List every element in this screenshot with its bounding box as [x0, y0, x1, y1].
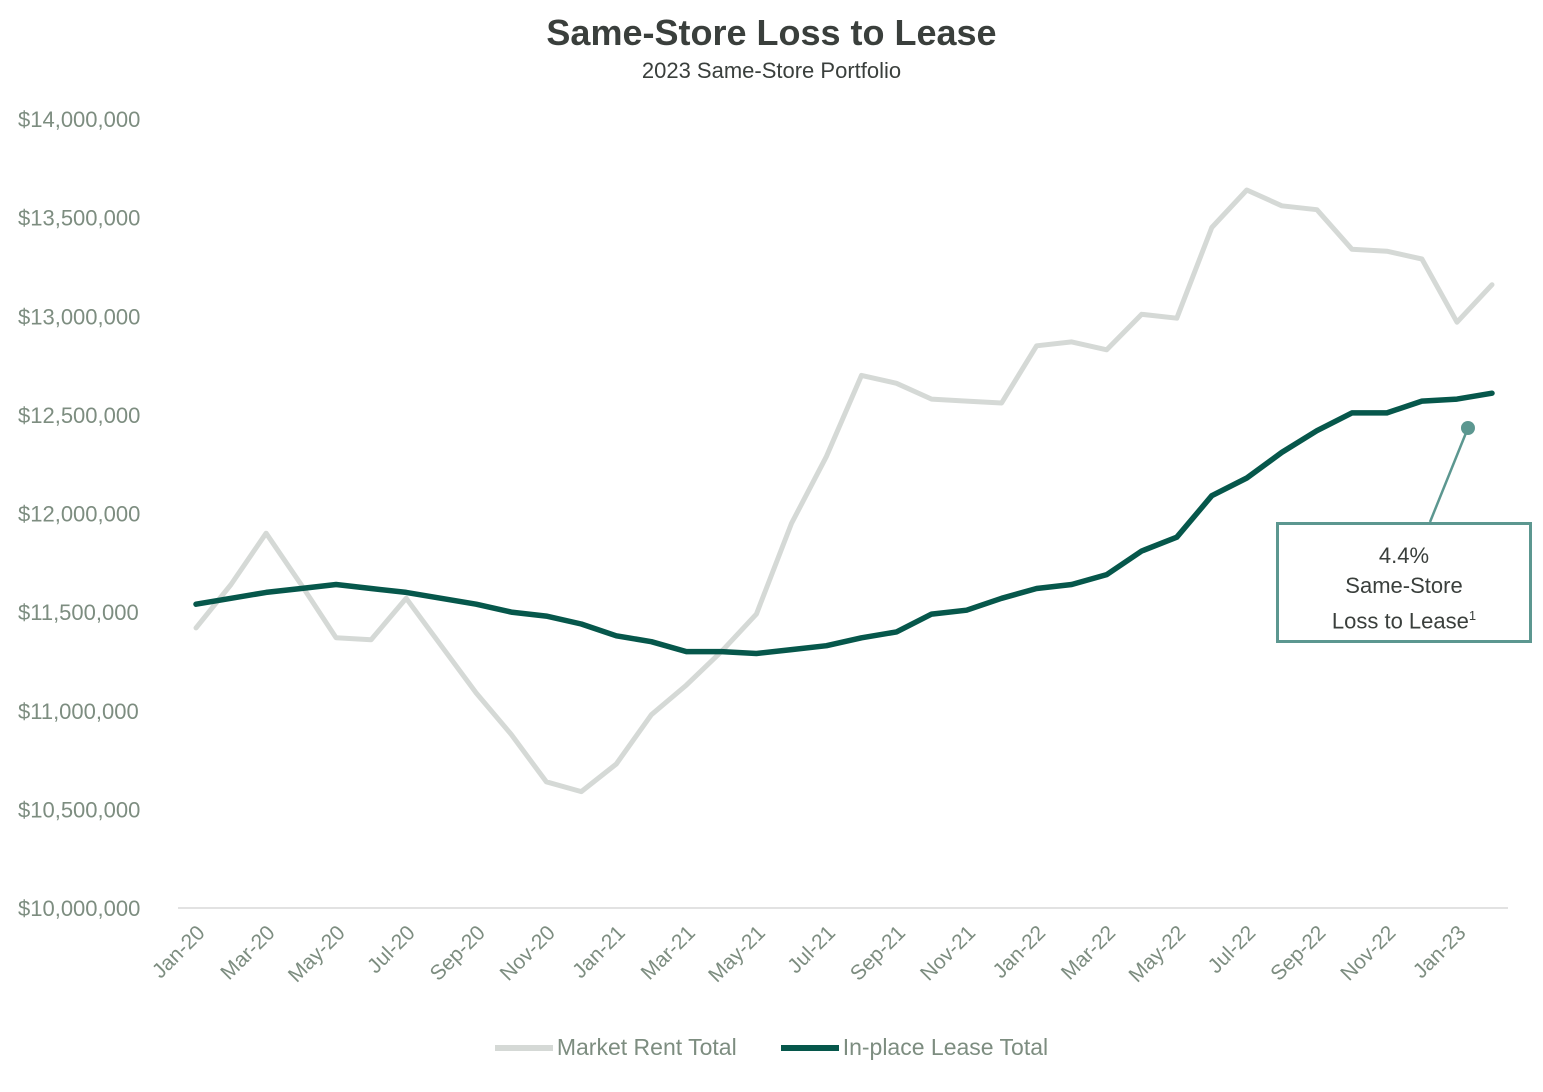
- chart-subtitle: 2023 Same-Store Portfolio: [641, 58, 902, 83]
- x-tick-label: Mar-21: [637, 921, 700, 984]
- x-tick-label: Jul-22: [1204, 921, 1261, 978]
- callout-value: 4.4%: [1378, 543, 1430, 568]
- x-tick-label: Sep-21: [846, 921, 910, 985]
- x-tick-label: Jul-21: [783, 921, 840, 978]
- x-tick-label: Sep-22: [1266, 921, 1330, 985]
- y-tick-label: $11,500,000: [18, 600, 139, 625]
- x-tick-label: Mar-20: [216, 921, 279, 984]
- loss-to-lease-callout: 4.4% Same-Store Loss to Lease1: [1276, 522, 1532, 643]
- y-tick-label: $12,500,000: [18, 403, 140, 428]
- y-tick-label: $13,000,000: [18, 304, 140, 329]
- x-tick-label: Jan-20: [148, 921, 210, 983]
- in-place-lease-line: [193, 390, 1495, 657]
- callout-marker-dot: [1460, 421, 1475, 435]
- y-tick-label: $10,000,000: [18, 896, 140, 921]
- x-tick-label: Sep-20: [426, 921, 490, 985]
- y-tick-label: $11,000,000: [18, 699, 139, 724]
- x-tick-label: May-20: [284, 921, 350, 987]
- legend-swatch-market-rent: [494, 1044, 553, 1051]
- callout-label-line1: Same-Store: [1345, 573, 1463, 598]
- y-tick-label: $13,500,000: [18, 206, 140, 231]
- x-tick-label: May-22: [1125, 921, 1191, 987]
- x-tick-label: Nov-20: [496, 921, 560, 985]
- legend-label-market-rent: Market Rent Total: [556, 1034, 737, 1060]
- y-tick-label: $14,000,000: [18, 107, 140, 132]
- legend-item-in-place-lease: In-place Lease Total: [780, 1034, 1049, 1061]
- x-tick-label: Jan-23: [1409, 921, 1471, 983]
- x-tick-label: Nov-22: [1336, 921, 1400, 985]
- legend-item-market-rent: Market Rent Total: [494, 1034, 737, 1061]
- callout-label-line2: Loss to Lease1: [1279, 601, 1529, 636]
- x-tick-label: May-21: [704, 921, 770, 987]
- market-rent-line: [193, 187, 1495, 795]
- x-tick-label: Jan-22: [989, 921, 1051, 983]
- callout-leader-line: [1428, 427, 1470, 523]
- x-tick-label: Jul-20: [363, 921, 420, 978]
- y-tick-label: $10,500,000: [18, 797, 140, 822]
- x-tick-label: Nov-21: [916, 921, 980, 985]
- callout-label-text: Loss to Lease: [1331, 608, 1469, 634]
- legend-label-in-place-lease: In-place Lease Total: [842, 1034, 1049, 1060]
- legend-swatch-in-place-lease: [780, 1044, 839, 1051]
- x-tick-label: Jan-21: [568, 921, 630, 983]
- x-tick-label: Mar-22: [1057, 921, 1120, 984]
- chart-legend: Market Rent Total In-place Lease Total: [0, 1034, 1543, 1061]
- y-tick-label: $12,000,000: [18, 502, 140, 527]
- chart-title: Same-Store Loss to Lease: [546, 12, 997, 53]
- footnote-marker: 1: [1468, 608, 1477, 623]
